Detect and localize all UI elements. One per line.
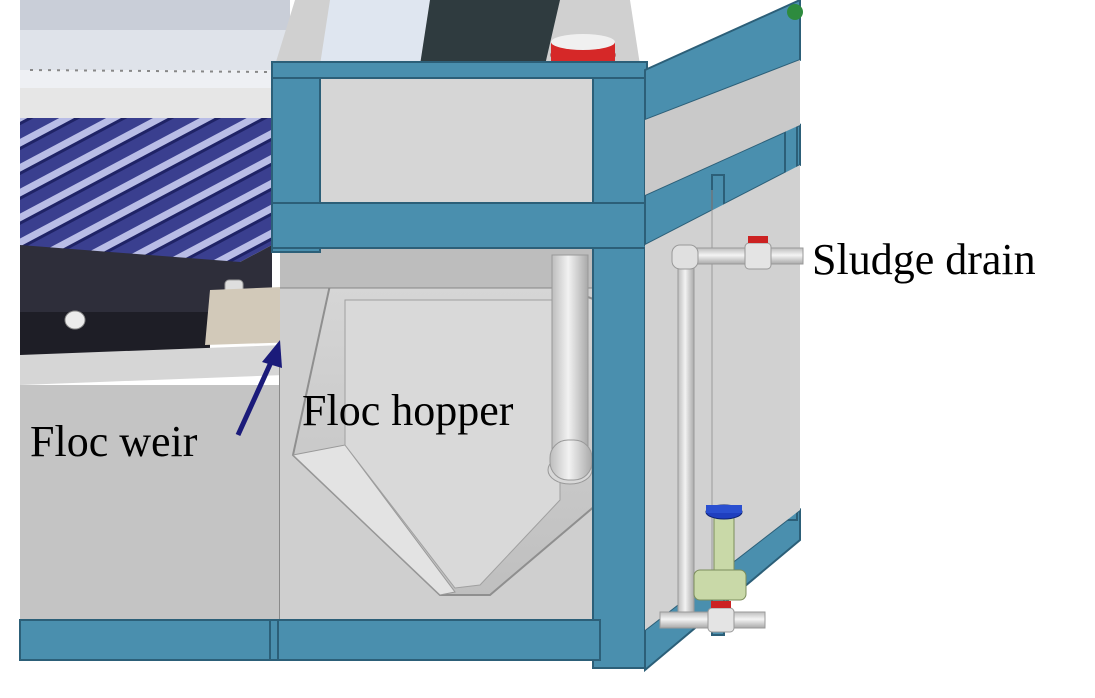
drain-valve-upper (744, 242, 772, 270)
drain-valve-lower (707, 607, 735, 633)
floc-weir-label: Floc weir (30, 417, 198, 466)
sludge-drain-piping (659, 236, 804, 633)
tube-header-outlet (64, 310, 86, 330)
floc-hopper-label: Floc hopper (302, 386, 514, 435)
upper-collection-box (275, 0, 640, 203)
green-fitting (693, 569, 747, 601)
valve-handle-red-upper (748, 236, 768, 243)
sludge-drain-label: Sludge drain (812, 235, 1036, 284)
floc-weir-arrow (235, 340, 282, 437)
floc-hopper (280, 248, 598, 628)
upper-tank-rim (20, 0, 290, 118)
